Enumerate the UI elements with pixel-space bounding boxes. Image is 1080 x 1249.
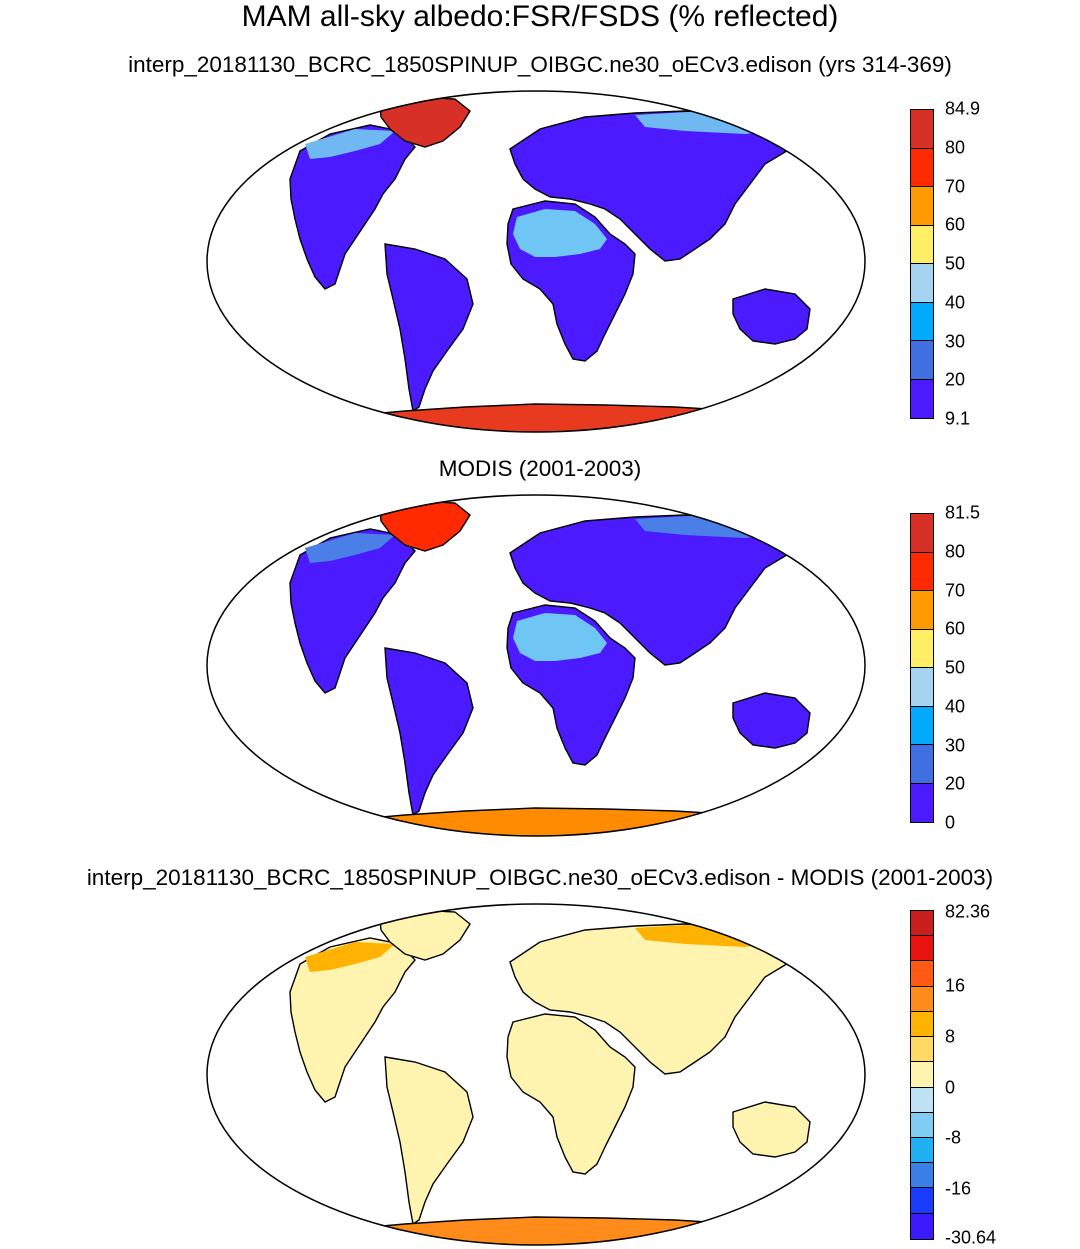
colorbar-label: 60 xyxy=(945,618,966,639)
colorbar-label: 84.9 xyxy=(945,98,981,119)
colorbar-label: 9.1 xyxy=(945,408,971,429)
panel-3-map xyxy=(205,902,867,1247)
colorbar-label: 0 xyxy=(945,1077,956,1098)
colorbar-segment xyxy=(911,745,933,784)
colorbar-label: 40 xyxy=(945,696,966,717)
colorbar-segment xyxy=(911,783,933,822)
colorbar-segment xyxy=(911,986,933,1012)
sahara-region xyxy=(513,1022,607,1070)
colorbar-label: 50 xyxy=(945,253,966,274)
colorbar-segment xyxy=(911,911,933,937)
colorbar-segment xyxy=(911,1062,933,1088)
colorbar-segment xyxy=(911,514,933,553)
colorbar-segment xyxy=(911,341,933,380)
colorbar-segment xyxy=(911,1112,933,1138)
colorbar-segment xyxy=(911,706,933,745)
colorbar-segment xyxy=(911,110,933,149)
australia-region xyxy=(732,288,811,345)
sahara-region xyxy=(513,209,607,257)
south-america-region xyxy=(384,647,474,817)
colorbar-segment xyxy=(911,1213,933,1239)
colorbar-segment xyxy=(911,936,933,962)
colorbar-label: 16 xyxy=(945,975,966,996)
colorbar-segment xyxy=(911,148,933,187)
colorbar-segment xyxy=(911,1163,933,1189)
colorbar-segment xyxy=(911,629,933,668)
colorbar-label: 8 xyxy=(945,1026,956,1047)
colorbar-label: 80 xyxy=(945,541,966,562)
colorbar-segment xyxy=(911,961,933,987)
arctic-coast-region xyxy=(305,924,785,972)
colorbar-segment xyxy=(911,302,933,341)
colorbar-segment xyxy=(911,187,933,226)
panel-2-map xyxy=(205,493,867,838)
map-projection xyxy=(206,903,866,1246)
colorbar-segment xyxy=(911,1011,933,1038)
panel-3-subtitle: interp_20181130_BCRC_1850SPINUP_OIBGC.ne… xyxy=(86,865,994,890)
map-projection xyxy=(206,90,866,433)
colorbar-segment xyxy=(911,552,933,591)
colorbar-segment xyxy=(911,1137,933,1164)
map-border xyxy=(206,90,866,433)
arctic-coast-region xyxy=(305,111,785,159)
map-border xyxy=(206,494,866,837)
colorbar-label: 30 xyxy=(945,331,966,351)
australia-region xyxy=(732,692,811,749)
arctic-coast-region xyxy=(305,515,785,563)
colorbar-label: -8 xyxy=(945,1127,962,1148)
panel-1-colorbar xyxy=(910,109,934,419)
panel-1-map xyxy=(205,89,867,434)
colorbar-segment xyxy=(911,379,933,418)
sahara-region xyxy=(513,613,607,661)
colorbar-label: 60 xyxy=(945,214,966,235)
panel-2-subtitle: MODIS (2001-2003) xyxy=(438,456,642,481)
colorbar-label: 0 xyxy=(945,812,956,833)
colorbar-label: 80 xyxy=(945,137,966,158)
colorbar-label: 40 xyxy=(945,292,966,313)
panel-3-colorbar xyxy=(910,910,934,1240)
colorbar-label: 30 xyxy=(945,735,966,755)
colorbar-label: 81.5 xyxy=(945,502,981,523)
colorbar-segment xyxy=(911,668,933,707)
colorbar-segment xyxy=(911,591,933,630)
colorbar-label: 20 xyxy=(945,369,966,390)
colorbar-label: 70 xyxy=(945,176,966,196)
colorbar-segment xyxy=(911,225,933,264)
colorbar-label: 70 xyxy=(945,580,966,600)
south-america-region xyxy=(384,243,474,413)
figure-title: MAM all-sky albedo:FSR/FSDS (% reflected… xyxy=(241,0,839,33)
colorbar-label: 20 xyxy=(945,773,966,794)
panel-2-colorbar xyxy=(910,513,934,823)
colorbar-label: 50 xyxy=(945,657,966,678)
colorbar-label: -16 xyxy=(945,1178,972,1199)
south-america-region xyxy=(384,1056,474,1226)
colorbar-segment xyxy=(911,264,933,303)
australia-region xyxy=(732,1101,811,1158)
panel-1-subtitle: interp_20181130_BCRC_1850SPINUP_OIBGC.ne… xyxy=(128,52,952,77)
colorbar-label: 82.36 xyxy=(945,901,991,922)
colorbar-segment xyxy=(911,1188,933,1214)
map-projection xyxy=(206,494,866,837)
colorbar-segment xyxy=(911,1037,933,1063)
colorbar-label: -30.64 xyxy=(945,1227,997,1248)
colorbar-segment xyxy=(911,1087,933,1113)
